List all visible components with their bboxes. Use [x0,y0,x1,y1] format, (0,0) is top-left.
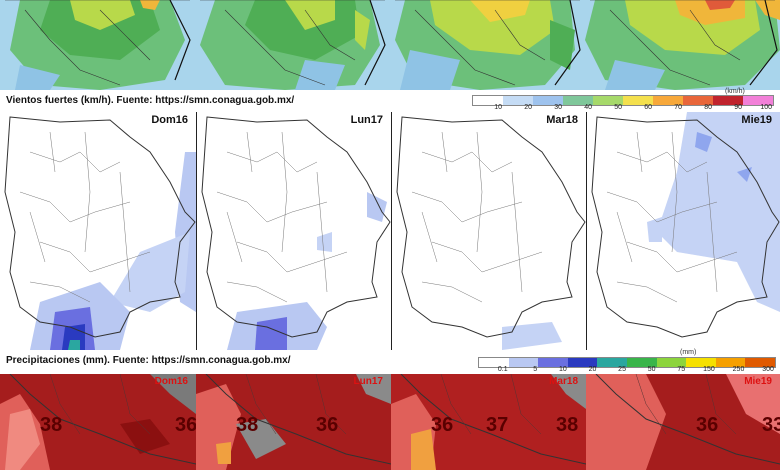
precip-legend-tick: 300 [762,366,774,373]
temp-value-3a: 36 [431,414,454,436]
temp-map-mie19 [586,374,780,470]
precip-legend-tick: 150 [703,366,715,373]
wind-legend-swatch [473,96,503,105]
temp-value-4a: 36 [696,414,719,436]
temp-day-label-3: Mar18 [549,376,578,387]
temp-value-2a: 38 [236,414,259,436]
precip-legend-tick: 0.1 [497,366,508,373]
top-map-panel-3 [390,0,585,90]
separator [196,112,197,350]
temp-day-label-2: Lun17 [353,376,383,387]
top-map-strip [0,0,780,90]
precip-legend-swatch [479,358,509,367]
wind-color-legend [472,95,774,106]
temp-value-3b: 37 [486,414,509,436]
precip-legend-tick: 50 [647,366,656,373]
wind-legend-swatch [503,96,533,105]
precip-legend-swatch [538,358,568,367]
wind-legend-swatch [623,96,653,105]
wind-legend-swatch [533,96,563,105]
precip-legend-swatch [597,358,627,367]
wind-map-dom16 [4,116,196,350]
wind-day-label-3: Mar18 [546,114,578,126]
separator [391,112,392,350]
wind-legend-unit: (km/h) [725,88,745,95]
precip-legend-ticks: 0.1 5 10 20 25 50 75 150 250 300 [478,366,774,373]
precip-color-legend [478,357,776,368]
wind-legend-tick: 70 [674,104,682,111]
top-map-1 [0,0,195,90]
temp-map-panel-mie19: Mie19 36 33 [586,374,780,470]
temp-map-row: Dom16 38 36 Lun17 38 36 Mar18 36 37 38 [0,374,780,470]
wind-legend-swatch [683,96,713,105]
wind-map-lun17 [201,116,391,350]
wind-map-panel-mie19: Mie19 [587,112,780,350]
precip-legend-tick: 5 [533,366,538,373]
wind-section-title: Vientos fuertes (km/h). Fuente: https://… [6,95,295,106]
wind-map-mie19 [591,112,780,338]
precip-legend-swatch [656,358,687,367]
temp-value-1b: 36 [175,414,196,436]
temp-value-2b: 36 [316,414,339,436]
wind-map-panel-dom16: Dom16 [0,112,196,350]
wind-day-label-1: Dom16 [151,114,188,126]
wind-legend-tick: 10 [494,104,502,111]
wind-legend-tick: 90 [734,104,742,111]
precip-legend-swatch [626,358,657,367]
precip-legend-swatch [508,358,539,367]
temp-map-panel-dom16: Dom16 38 36 [0,374,196,470]
wind-legend-swatch [653,96,683,105]
wind-legend-tick: 60 [644,104,652,111]
wind-map-panel-mar18: Mar18 [392,112,586,350]
wind-map-panel-lun17: Lun17 [197,112,391,350]
precip-legend-unit: (mm) [680,349,697,356]
top-map-2 [195,0,390,90]
temp-value-3c: 38 [556,414,579,436]
precip-legend-tick: 250 [732,366,745,373]
top-map-4 [585,0,780,90]
wind-legend-tick: 30 [554,104,562,111]
precip-legend-swatch [567,358,598,367]
wind-day-label-2: Lun17 [350,114,383,126]
wind-day-label-4: Mie19 [741,114,772,126]
temp-day-label-4: Mie19 [744,376,772,387]
temp-map-mar18 [391,374,586,470]
temp-map-dom16 [0,374,196,470]
wind-legend-swatch [563,96,593,105]
temp-map-panel-mar18: Mar18 36 37 38 [391,374,586,470]
temp-map-panel-lun17: Lun17 38 36 [196,374,391,470]
top-map-panel-1 [0,0,195,90]
wind-legend-tick: 40 [584,104,592,111]
separator [586,112,587,350]
precip-legend-swatch [715,358,746,367]
wind-legend-ticks: 10 20 30 40 50 60 70 80 90 100 [472,104,772,111]
wind-legend-tick: 100 [760,104,772,111]
wind-legend-swatch [713,96,743,105]
precip-legend-tick: 25 [618,366,626,373]
precip-legend-tick: 20 [588,366,597,373]
wind-legend-tick: 20 [524,104,532,111]
top-map-panel-2 [195,0,390,90]
temp-day-label-1: Dom16 [154,376,188,387]
wind-map-row: Dom16 Lun17 Mar18 [0,112,780,350]
wind-legend-swatch [593,96,623,105]
precip-legend-swatch [686,358,716,367]
wind-map-mar18 [396,116,586,350]
top-map-3 [390,0,585,90]
wind-legend-tick: 80 [704,104,712,111]
precip-legend-tick: 10 [558,366,567,373]
top-map-panel-4 [585,0,780,90]
wind-legend-tick: 50 [614,104,622,111]
temp-value-1a: 38 [40,414,63,436]
temp-map-lun17 [196,374,391,470]
wind-legend-swatch [743,96,773,105]
temp-value-4b: 33 [762,414,780,436]
precip-section-title: Precipitaciones (mm). Fuente: https://sm… [6,355,291,366]
precip-legend-swatch [745,358,775,367]
precip-legend-tick: 75 [677,366,686,373]
